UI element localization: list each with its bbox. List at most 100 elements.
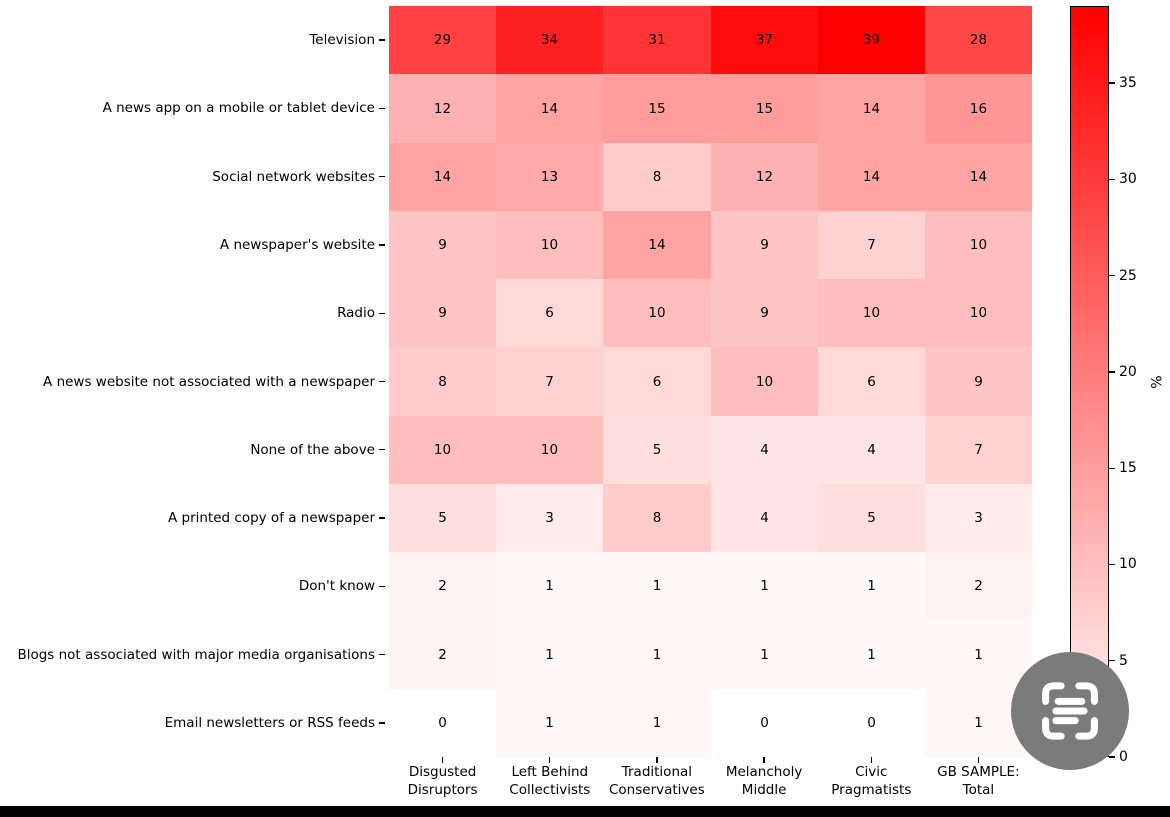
heatmap-cell: 5	[818, 484, 925, 552]
row-label: Television	[309, 32, 375, 49]
heatmap-cell: 2	[389, 552, 496, 620]
x-tick	[656, 757, 658, 763]
colorbar-tick-label: 15	[1119, 460, 1137, 477]
heatmap-cell: 12	[711, 143, 818, 211]
heatmap-cell: 1	[818, 552, 925, 620]
heatmap-cell: 1	[603, 552, 711, 620]
y-tick	[379, 39, 385, 41]
heatmap-cell: 14	[389, 143, 496, 211]
heatmap-cell: 10	[496, 211, 603, 279]
row-label: None of the above	[250, 441, 375, 458]
row-label: Radio	[337, 305, 375, 322]
heatmap-cell: 5	[389, 484, 496, 552]
heatmap-cell: 10	[496, 416, 603, 484]
y-tick	[379, 380, 385, 383]
colorbar-tick	[1109, 756, 1115, 758]
heatmap-cell: 10	[925, 279, 1032, 347]
x-tick	[549, 757, 551, 763]
column-label: GB SAMPLE: Total	[937, 764, 1020, 798]
colorbar-tick-label: 20	[1119, 363, 1137, 380]
heatmap-cell: 7	[818, 211, 925, 279]
heatmap-cell: 14	[496, 74, 603, 143]
heatmap-cell: 15	[711, 74, 818, 143]
heatmap-cell: 29	[389, 6, 496, 74]
heatmap-cell: 9	[711, 211, 818, 279]
colorbar-tick-label: 30	[1119, 171, 1137, 188]
heatmap-cell: 12	[389, 74, 496, 143]
x-tick	[441, 757, 444, 763]
heatmap-cell: 8	[603, 484, 711, 552]
y-tick	[379, 244, 385, 246]
x-tick	[977, 757, 980, 763]
colorbar-tick	[1109, 82, 1115, 84]
y-tick	[379, 449, 385, 451]
heatmap-cell: 1	[711, 552, 818, 620]
heatmap-cell: 1	[496, 552, 603, 620]
row-label: Don't know	[298, 578, 375, 595]
heatmap-cell: 0	[818, 689, 925, 757]
heatmap-cell: 14	[818, 143, 925, 211]
colorbar-tick	[1109, 274, 1115, 277]
y-tick	[379, 722, 385, 724]
heatmap-cell: 9	[389, 279, 496, 347]
column-label: Traditional Conservatives	[609, 764, 705, 798]
column-label: Civic Pragmatists	[831, 764, 912, 798]
colorbar-tick-label: 5	[1119, 652, 1128, 669]
heatmap-cell: 14	[925, 143, 1032, 211]
colorbar-tick	[1109, 660, 1115, 662]
heatmap-cell: 8	[603, 143, 711, 211]
heatmap-cell: 16	[925, 74, 1032, 143]
heatmap-cell: 0	[389, 689, 496, 757]
row-label: A newspaper's website	[219, 237, 375, 253]
heatmap-cell: 39	[818, 6, 925, 74]
y-tick	[379, 517, 385, 519]
heatmap-cell: 15	[603, 74, 711, 143]
heatmap-cell: 7	[925, 416, 1032, 484]
y-tick	[379, 585, 385, 587]
row-label: Social network websites	[212, 168, 375, 185]
heatmap-cell: 6	[603, 347, 711, 416]
heatmap-cell: 5	[603, 416, 711, 484]
colorbar-tick	[1109, 467, 1115, 469]
heatmap-cell: 1	[925, 620, 1032, 689]
heatmap-cell: 10	[389, 416, 496, 484]
heatmap-cell: 10	[925, 211, 1032, 279]
heatmap-cell: 10	[818, 279, 925, 347]
heatmap-cell: 9	[711, 279, 818, 347]
heatmap-cell: 10	[603, 279, 711, 347]
column-label: Left Behind Collectivists	[509, 764, 591, 798]
heatmap-cell: 14	[818, 74, 925, 143]
colorbar-tick-label: 25	[1119, 267, 1137, 284]
colorbar-unit-label: %	[1147, 375, 1163, 389]
y-tick	[379, 107, 385, 110]
colorbar-tick	[1109, 563, 1115, 566]
heatmap-cell: 0	[711, 689, 818, 757]
footer-bar	[0, 806, 1170, 817]
row-label: A news website not associated with a new…	[43, 373, 375, 390]
x-tick	[763, 757, 765, 763]
heatmap-cell: 37	[711, 6, 818, 74]
heatmap-cell: 10	[711, 347, 818, 416]
scan-text-icon	[1042, 682, 1098, 740]
heatmap-cell: 2	[389, 620, 496, 689]
column-label: Melancholy Middle	[725, 764, 803, 798]
heatmap-cell: 1	[496, 689, 603, 757]
y-tick	[379, 176, 385, 178]
heatmap-cell: 31	[603, 6, 711, 74]
y-tick	[379, 312, 385, 314]
heatmap-cell: 1	[603, 689, 711, 757]
colorbar-tick	[1109, 178, 1115, 180]
heatmap-cell: 6	[818, 347, 925, 416]
heatmap-cell: 7	[496, 347, 603, 416]
x-tick	[870, 757, 872, 763]
heatmap-cell: 34	[496, 6, 603, 74]
heatmap-cell: 28	[925, 6, 1032, 74]
heatmap-cell: 1	[496, 620, 603, 689]
heatmap-cell: 4	[711, 416, 818, 484]
heatmap-cell: 1	[603, 620, 711, 689]
heatmap-cell: 1	[711, 620, 818, 689]
heatmap-cell: 9	[389, 211, 496, 279]
heatmap-cell: 6	[496, 279, 603, 347]
heatmap-cell: 4	[711, 484, 818, 552]
heatmap-cell: 13	[496, 143, 603, 211]
